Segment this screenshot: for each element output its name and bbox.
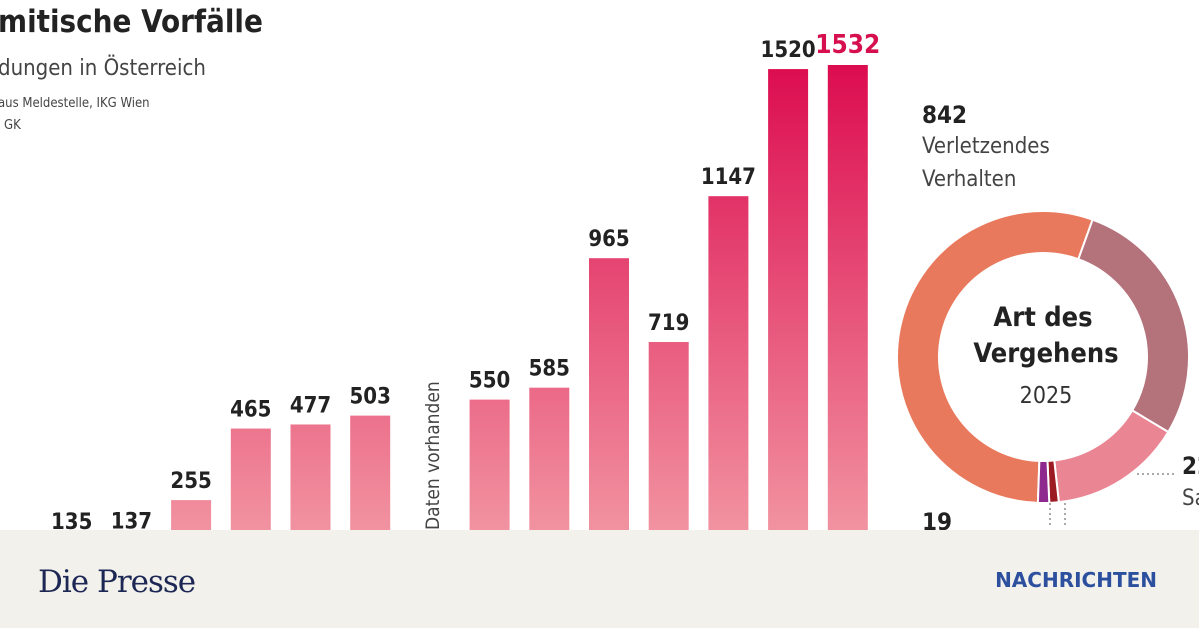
source: GK [4, 118, 21, 133]
value-label: 550 [469, 369, 510, 394]
donut-segment [896, 210, 1094, 504]
value-label: 465 [230, 398, 271, 423]
donut-segment [1036, 459, 1051, 504]
bar [768, 69, 809, 588]
value-label: 1520 [761, 38, 816, 63]
value-label: 585 [529, 357, 570, 382]
label: Sa [1182, 486, 1199, 511]
value-label: 477 [290, 393, 331, 418]
annotation: Daten vorhanden [422, 381, 444, 530]
label: Verletzendes [922, 134, 1050, 159]
value-label: 225 [1182, 452, 1199, 480]
source: aus Meldestelle, IKG Wien [0, 96, 150, 111]
value-label: 255 [170, 469, 211, 494]
brand[interactable]: Die Presse [38, 564, 196, 600]
label: Verhalten [922, 167, 1016, 192]
value-label: 719 [648, 311, 689, 336]
value-label: 842 [922, 101, 967, 129]
footer [0, 530, 1199, 628]
donut-subtitle: 2025 [1020, 383, 1073, 409]
donut-segment [1053, 409, 1170, 504]
donut-segment [1077, 218, 1190, 434]
title: mitische Vorfälle [0, 4, 263, 40]
donut-title: Vergehens [973, 338, 1118, 369]
bar [827, 65, 868, 587]
bar [708, 196, 749, 587]
subtitle: dungen in Österreich [0, 55, 206, 81]
section[interactable]: NACHRICHTEN [995, 568, 1157, 592]
value-label: 965 [588, 227, 629, 252]
value-label: 1532 [815, 30, 880, 60]
donut-title: Art des [993, 302, 1092, 333]
value-label: 503 [350, 385, 391, 410]
value-label: 1147 [701, 165, 756, 190]
